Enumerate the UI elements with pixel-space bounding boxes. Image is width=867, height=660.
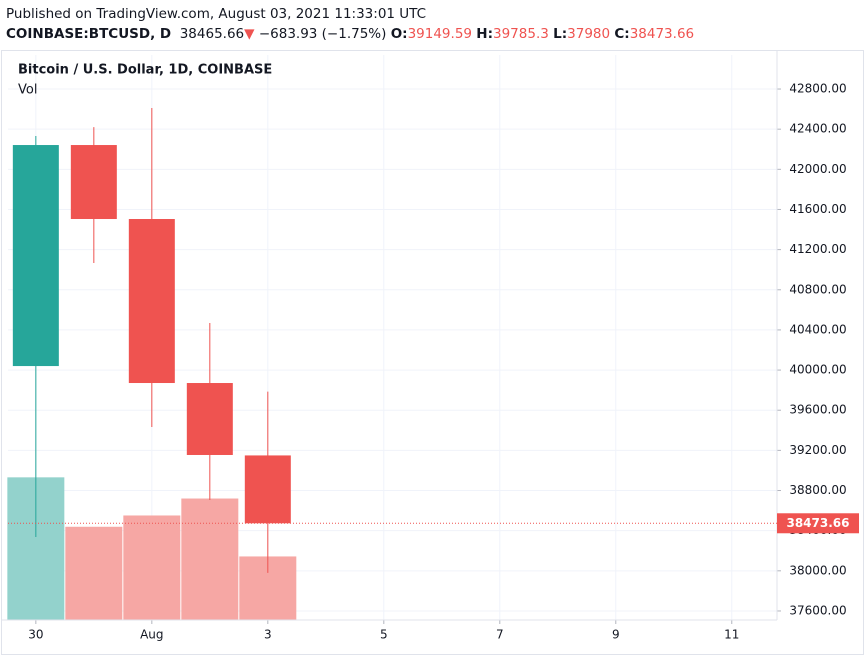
x-tick-label: 9 <box>612 628 620 642</box>
x-tick-label: 7 <box>496 628 504 642</box>
plot: 37600.0038000.0038400.0038800.0039200.00… <box>7 55 847 642</box>
candle-body <box>186 383 233 455</box>
y-tick-label: 41200.00 <box>789 242 846 256</box>
x-tick-label: 11 <box>724 628 739 642</box>
x-tick-label: 3 <box>264 628 272 642</box>
l-value: 37980 <box>567 26 611 42</box>
y-tick-label: 42800.00 <box>789 82 846 96</box>
l-label: L: <box>553 26 568 42</box>
symbol: COINBASE:BTCUSD, D <box>6 26 172 42</box>
published: Published on TradingView.com, August 03,… <box>6 6 427 22</box>
c-value: 38473.66 <box>629 26 695 42</box>
y-tick-label: 42400.00 <box>789 122 846 136</box>
o-label: O: <box>390 26 408 42</box>
y-tick-label: 41600.00 <box>789 202 846 216</box>
h-value: 39785.3 <box>493 26 549 42</box>
quote-line: COINBASE:BTCUSD, D 38465.66▼ −683.93 (−1… <box>6 24 694 44</box>
h-label: H: <box>476 26 493 42</box>
y-tick-label: 38800.00 <box>789 483 846 497</box>
frame <box>1 50 864 655</box>
change: −683.93 (−1.75%) <box>258 26 387 42</box>
header: Published on TradingView.com, August 03,… <box>6 4 694 44</box>
c-label: C: <box>614 26 630 42</box>
arrow: ▼ <box>244 26 255 42</box>
o-value: 39149.59 <box>407 26 472 42</box>
volume-bar <box>181 498 239 620</box>
volume-bar <box>123 515 181 620</box>
price-label: 38473.66 <box>786 516 849 530</box>
x-tick-label: 30 <box>28 628 43 642</box>
y-tick-label: 39600.00 <box>789 403 846 417</box>
candle-body <box>70 145 117 220</box>
volume-label: Vol <box>18 83 37 98</box>
chart-title: Bitcoin / U.S. Dollar, 1D, COINBASE <box>18 63 272 78</box>
x-tick-label: 5 <box>380 628 388 642</box>
volume-bar <box>65 526 123 620</box>
y-tick-label: 40000.00 <box>789 363 846 377</box>
x-tick-label: Aug <box>140 628 163 642</box>
y-tick-label: 42000.00 <box>789 162 846 176</box>
candle-body <box>128 219 175 384</box>
candle-body <box>244 455 291 524</box>
y-tick-label: 39200.00 <box>789 443 846 457</box>
price-label-box <box>777 513 859 534</box>
last-price: 38465.66 <box>179 26 245 42</box>
y-tick-label: 38000.00 <box>789 563 846 577</box>
y-tick-label: 40800.00 <box>789 282 846 296</box>
y-tick-label: 40400.00 <box>789 322 846 336</box>
candle-body <box>12 145 59 367</box>
y-tick-label: 37600.00 <box>789 603 846 617</box>
